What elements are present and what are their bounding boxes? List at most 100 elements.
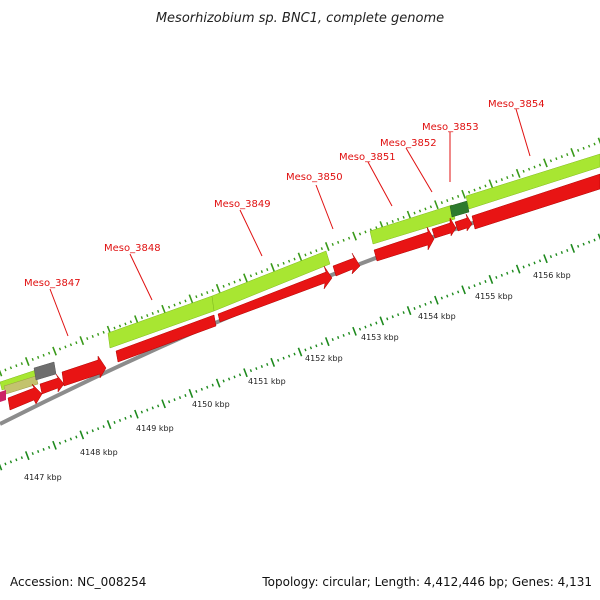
kbp-label-4154: 4154 kbp: [418, 312, 456, 321]
cds-reverse-c[interactable]: [61, 355, 107, 387]
reverse-ring-minor-tick: [140, 410, 143, 414]
forward-ring-minor-tick: [113, 326, 116, 330]
gene-label-3854[interactable]: Meso_3854: [488, 99, 545, 110]
cds-forward-3854[interactable]: [465, 153, 600, 210]
reverse-ring-major-tick: [188, 388, 194, 398]
reverse-ring-major-tick: [597, 233, 600, 241]
reverse-ring-minor-tick: [484, 280, 487, 283]
forward-ring-minor-tick: [233, 280, 236, 284]
cds-gray-feature[interactable]: [33, 361, 57, 381]
forward-ring-minor-tick: [277, 263, 280, 267]
reverse-ring-minor-tick: [593, 238, 596, 242]
reverse-ring-minor-tick: [560, 251, 563, 254]
reverse-ring-minor-tick: [587, 240, 591, 244]
forward-ring-major-tick: [270, 263, 276, 272]
cds-magenta-feature[interactable]: [0, 390, 6, 402]
forward-ring-minor-tick: [200, 293, 203, 297]
forward-ring-major-tick: [488, 179, 494, 189]
forward-ring-minor-tick: [129, 320, 133, 324]
reverse-ring-minor-tick: [511, 269, 514, 273]
reverse-ring-minor-tick: [364, 325, 367, 329]
forward-ring-minor-tick: [413, 211, 416, 215]
forward-ring-minor-tick: [522, 169, 525, 173]
gene-label-3852[interactable]: Meso_3852: [380, 138, 437, 149]
gene-label-3851[interactable]: Meso_3851: [339, 152, 396, 163]
reverse-ring-minor-tick: [184, 394, 187, 397]
forward-ring-minor-tick: [102, 330, 105, 334]
forward-ring-minor-tick: [358, 232, 362, 236]
cds-reverse-3853[interactable]: [454, 213, 473, 232]
reverse-ring-minor-tick: [391, 315, 394, 319]
gene-label-3849[interactable]: Meso_3849: [214, 199, 271, 210]
forward-ring-minor-tick: [227, 282, 231, 286]
kbp-label-4148: 4148 kbp: [80, 448, 118, 457]
forward-ring-minor-tick: [309, 251, 313, 255]
reverse-ring-minor-tick: [446, 294, 449, 298]
reverse-ring-minor-tick: [9, 460, 13, 464]
leader-3850: [315, 184, 334, 230]
reverse-ring-minor-tick: [375, 321, 378, 325]
forward-ring-minor-tick: [337, 240, 340, 244]
kbp-label-4149: 4149 kbp: [136, 424, 174, 433]
forward-ring-major-tick: [324, 242, 330, 251]
cds-highlight-3853[interactable]: [449, 200, 470, 218]
reverse-ring-minor-tick: [249, 369, 253, 373]
forward-ring-minor-tick: [266, 268, 269, 272]
label-leaders: [49, 108, 531, 337]
gene-label-3847[interactable]: Meso_3847: [24, 278, 81, 289]
reverse-ring-minor-tick: [304, 348, 307, 352]
cds-reverse-3854[interactable]: [471, 173, 600, 230]
reverse-ring-minor-tick: [386, 317, 389, 321]
forward-ring-major-tick: [243, 273, 248, 283]
forward-ring-minor-tick: [418, 209, 422, 213]
reverse-ring-major-tick: [352, 326, 357, 336]
genome-backbone: [0, 180, 600, 426]
cds-reverse-3850[interactable]: [332, 252, 361, 277]
forward-ring-minor-tick: [184, 299, 187, 303]
kbp-scale: 4147 kbp 4148 kbp 4149 kbp 4150 kbp 4151…: [24, 271, 571, 482]
reverse-ring-minor-tick: [577, 244, 580, 248]
reverse-ring-minor-tick: [113, 421, 116, 424]
reverse-ring-minor-tick: [331, 338, 334, 342]
forward-ring-major-tick: [434, 200, 439, 210]
reverse-ring-minor-tick: [173, 398, 176, 402]
forward-ring-minor-tick: [566, 153, 569, 157]
forward-ring-minor-tick: [315, 249, 318, 253]
cds-reverse-3851[interactable]: [373, 226, 435, 262]
forward-ring-minor-tick: [42, 353, 45, 357]
gene-label-3850[interactable]: Meso_3850: [286, 172, 343, 183]
forward-ring-minor-tick: [31, 357, 34, 361]
reverse-ring-major-tick: [79, 430, 85, 440]
forward-ring-minor-tick: [587, 144, 591, 148]
forward-ring-minor-tick: [206, 291, 209, 295]
cds-forward-3851[interactable]: [369, 204, 456, 245]
reverse-ring-minor-tick: [478, 282, 482, 286]
leader-3847: [49, 288, 69, 337]
forward-ring-minor-tick: [511, 173, 514, 177]
forward-ring-minor-tick: [577, 148, 580, 152]
cds-reverse-3849[interactable]: [217, 265, 333, 323]
cds-reverse-b[interactable]: [39, 373, 65, 395]
cds-reverse-3848[interactable]: [115, 314, 217, 363]
forward-ring-minor-tick: [386, 222, 389, 226]
reverse-ring-minor-tick: [277, 358, 280, 362]
reverse-ring-minor-tick: [424, 302, 427, 306]
gene-label-3848[interactable]: Meso_3848: [104, 243, 161, 254]
cds-forward-3849[interactable]: [211, 250, 331, 312]
reverse-ring-major-tick: [379, 316, 385, 326]
reverse-ring-minor-tick: [227, 377, 231, 381]
forward-ring-minor-tick: [549, 159, 553, 163]
forward-ring-minor-tick: [555, 157, 558, 161]
reverse-ring-minor-tick: [124, 416, 127, 420]
forward-ring-minor-tick: [440, 201, 443, 205]
forward-ring-minor-tick: [424, 207, 427, 211]
forward-ring-minor-tick: [347, 236, 351, 240]
reverse-ring-major-tick: [161, 399, 166, 409]
forward-ring-major-tick: [161, 304, 166, 314]
reverse-ring-major-tick: [215, 378, 221, 388]
cds-reverse-a[interactable]: [7, 383, 43, 411]
reverse-ring-minor-tick: [397, 313, 400, 317]
cds-reverse-3852[interactable]: [431, 217, 457, 239]
gene-label-3853[interactable]: Meso_3853: [422, 122, 479, 133]
forward-ring-minor-tick: [118, 324, 122, 328]
